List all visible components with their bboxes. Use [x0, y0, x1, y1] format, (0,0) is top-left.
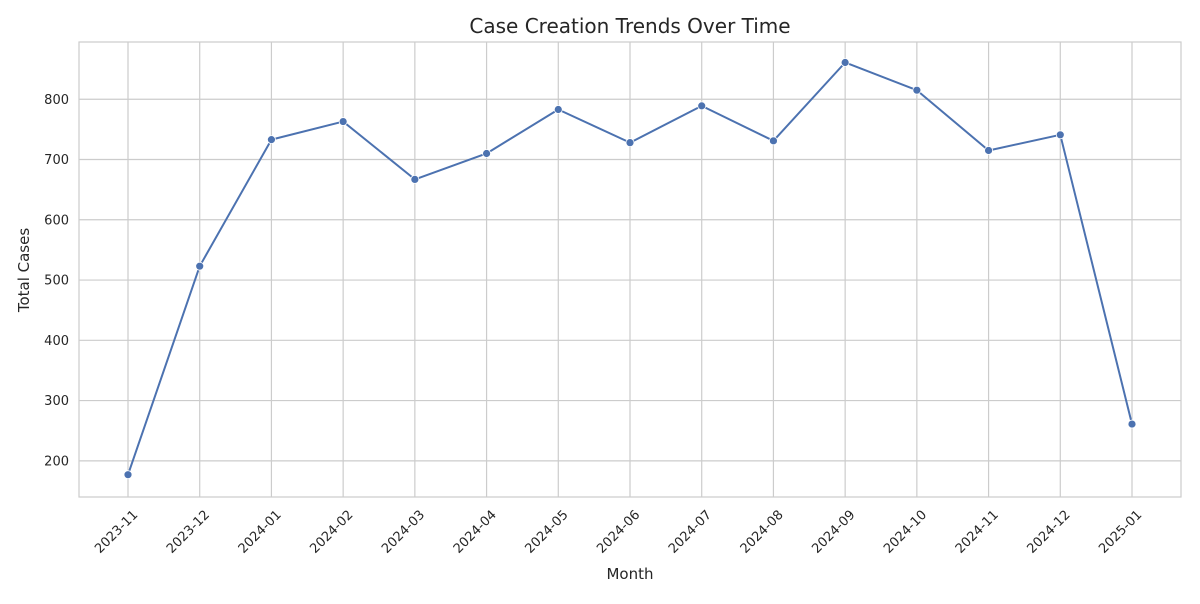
x-tick-label: 2024-12 [1025, 508, 1074, 557]
x-tick-label: 2024-06 [594, 508, 643, 557]
x-tick-label: 2023-11 [92, 508, 141, 557]
y-tick-label: 300 [44, 394, 69, 409]
x-tick-label: 2024-09 [809, 508, 858, 557]
y-tick-label: 500 [44, 274, 69, 289]
data-point [912, 85, 922, 95]
y-tick-label: 800 [44, 93, 69, 108]
data-point [1055, 130, 1065, 140]
data-point [984, 146, 993, 155]
plot-frame [78, 41, 1182, 498]
y-tick-label: 200 [44, 454, 69, 469]
data-point [338, 117, 348, 126]
x-axis-title: Month [606, 565, 653, 583]
x-tick-label: 2024-11 [953, 508, 1002, 557]
x-tick-label: 2024-04 [451, 508, 500, 557]
y-tick-labels: 200 300 400 500 600 700 800 [44, 93, 69, 470]
x-tick-label: 2025-01 [1096, 508, 1145, 557]
grid-lines [79, 42, 1181, 497]
x-tick-label: 2023-12 [164, 508, 213, 557]
x-tick-label: 2024-07 [666, 508, 715, 557]
data-point [553, 105, 563, 114]
y-tick-label: 400 [44, 334, 69, 349]
data-point [482, 149, 491, 158]
x-tick-label: 2024-05 [523, 508, 572, 557]
data-point [123, 470, 133, 480]
data-point [840, 58, 850, 67]
data-point [267, 135, 276, 145]
data-point [625, 138, 635, 148]
chart-title: Case Creation Trends Over Time [469, 14, 790, 38]
y-axis-title: Total Cases [15, 228, 33, 314]
x-tick-label: 2024-01 [236, 508, 285, 557]
x-tick-label: 2024-10 [881, 508, 930, 557]
data-point [410, 175, 420, 184]
x-tick-label: 2024-02 [307, 508, 356, 557]
series-layer [123, 58, 1137, 480]
x-tick-labels: 2023-11 2023-12 2024-01 2024-02 2024-03 2024-… [92, 508, 1145, 557]
data-point [195, 261, 205, 271]
data-point [1127, 419, 1137, 429]
y-tick-label: 700 [44, 153, 69, 168]
data-point [697, 101, 707, 111]
y-tick-label: 600 [44, 213, 69, 228]
x-tick-label: 2024-08 [738, 508, 787, 557]
x-tick-label: 2024-03 [379, 508, 428, 557]
data-point [769, 136, 778, 146]
